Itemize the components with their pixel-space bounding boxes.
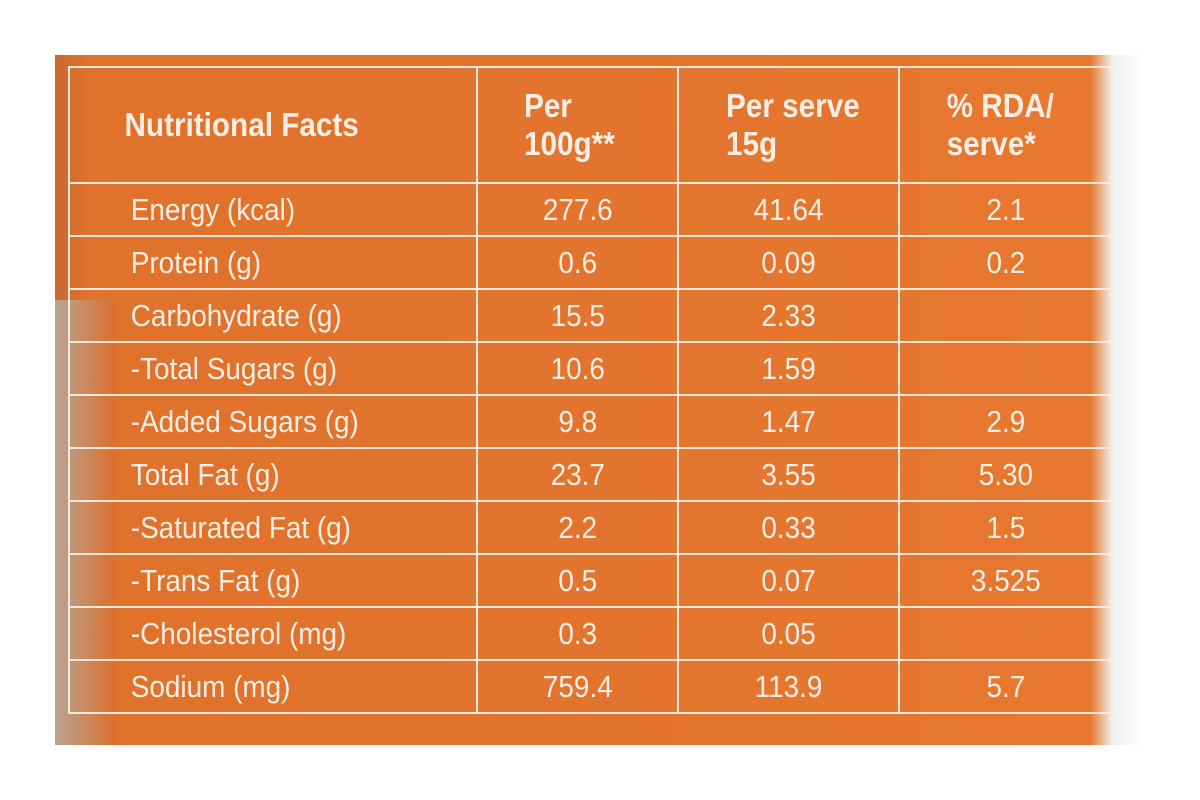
per-100g-value: 0.3 bbox=[485, 606, 669, 661]
rda-value bbox=[909, 341, 1104, 396]
header-row: Nutritional Facts Per 100g** Per serve 1… bbox=[69, 66, 1113, 184]
nutrient-label: -Trans Fat (g) bbox=[88, 553, 458, 608]
per-100g-value: 23.7 bbox=[485, 447, 669, 502]
header-nutritional-facts: Nutritional Facts bbox=[88, 66, 458, 184]
nutrient-label: -Added Sugars (g) bbox=[88, 394, 458, 449]
per-serve-value: 2.33 bbox=[688, 288, 890, 343]
per-serve-value: 1.59 bbox=[688, 341, 890, 396]
nutrient-label: Protein (g) bbox=[88, 235, 458, 290]
per-100g-value: 0.5 bbox=[485, 553, 669, 608]
table-row: -Added Sugars (g) 9.8 1.47 2.9 bbox=[69, 394, 1113, 449]
nutrient-label: Sodium (mg) bbox=[88, 659, 458, 714]
per-serve-value: 0.09 bbox=[688, 235, 890, 290]
nutrient-label: Carbohydrate (g) bbox=[88, 288, 458, 343]
per-100g-value: 277.6 bbox=[485, 182, 669, 237]
per-serve-value: 113.9 bbox=[688, 659, 890, 714]
table-row: -Saturated Fat (g) 2.2 0.33 1.5 bbox=[69, 500, 1113, 555]
per-100g-value: 0.6 bbox=[485, 235, 669, 290]
nutrient-label: -Cholesterol (mg) bbox=[88, 606, 458, 661]
per-serve-value: 1.47 bbox=[688, 394, 890, 449]
rda-value: 5.7 bbox=[909, 659, 1104, 714]
per-serve-value: 3.55 bbox=[688, 447, 890, 502]
per-100g-value: 10.6 bbox=[485, 341, 669, 396]
rda-value bbox=[909, 288, 1104, 343]
per-100g-value: 759.4 bbox=[485, 659, 669, 714]
table-row: Sodium (mg) 759.4 113.9 5.7 bbox=[69, 659, 1113, 714]
per-100g-value: 15.5 bbox=[485, 288, 669, 343]
table-row: Energy (kcal) 277.6 41.64 2.1 bbox=[69, 182, 1113, 237]
per-serve-value: 0.33 bbox=[688, 500, 890, 555]
table-row: Carbohydrate (g) 15.5 2.33 bbox=[69, 288, 1113, 343]
table-row: -Trans Fat (g) 0.5 0.07 3.525 bbox=[69, 553, 1113, 608]
per-100g-value: 9.8 bbox=[485, 394, 669, 449]
nutrient-label: Total Fat (g) bbox=[88, 447, 458, 502]
rda-value: 2.9 bbox=[909, 394, 1104, 449]
nutrition-facts-table: Nutritional Facts Per 100g** Per serve 1… bbox=[68, 66, 1114, 714]
rda-value: 5.30 bbox=[909, 447, 1104, 502]
per-serve-value: 0.07 bbox=[688, 553, 890, 608]
header-rda: % RDA/ serve* bbox=[909, 66, 1104, 184]
rda-value bbox=[909, 606, 1104, 661]
rda-value: 2.1 bbox=[909, 182, 1104, 237]
table-row: -Total Sugars (g) 10.6 1.59 bbox=[69, 341, 1113, 396]
per-100g-value: 2.2 bbox=[485, 500, 669, 555]
rda-value: 3.525 bbox=[909, 553, 1104, 608]
table-row: Total Fat (g) 23.7 3.55 5.30 bbox=[69, 447, 1113, 502]
rda-value: 0.2 bbox=[909, 235, 1104, 290]
per-serve-value: 41.64 bbox=[688, 182, 890, 237]
header-per-serve: Per serve 15g bbox=[688, 66, 890, 184]
nutrient-label: -Total Sugars (g) bbox=[88, 341, 458, 396]
nutrient-label: Energy (kcal) bbox=[88, 182, 458, 237]
rda-value: 1.5 bbox=[909, 500, 1104, 555]
nutrient-label: -Saturated Fat (g) bbox=[88, 500, 458, 555]
header-per-100g: Per 100g** bbox=[485, 66, 669, 184]
table-row: -Cholesterol (mg) 0.3 0.05 bbox=[69, 606, 1113, 661]
per-serve-value: 0.05 bbox=[688, 606, 890, 661]
table-row: Protein (g) 0.6 0.09 0.2 bbox=[69, 235, 1113, 290]
